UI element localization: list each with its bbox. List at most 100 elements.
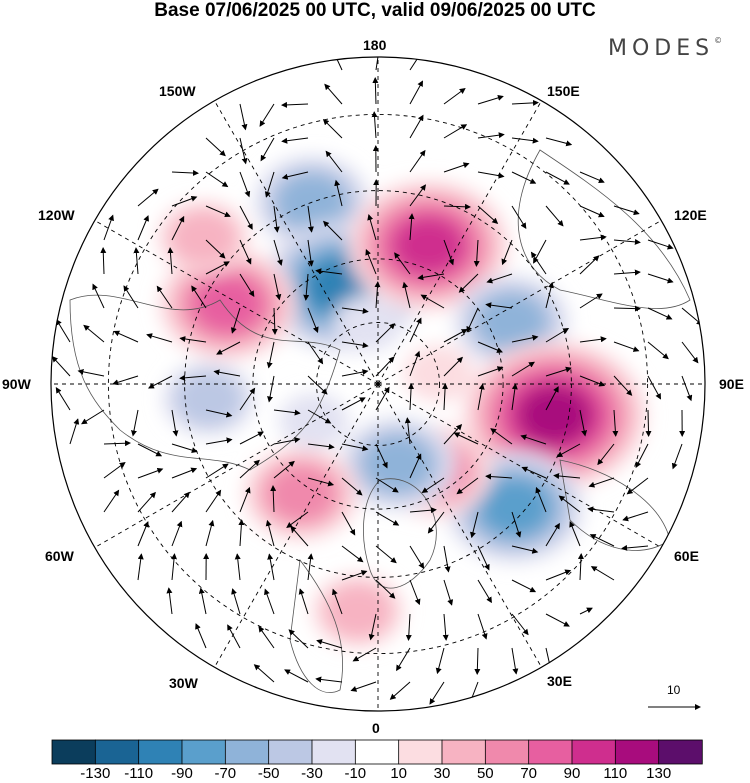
wind-arrow (148, 375, 173, 389)
wind-arrow (137, 521, 149, 547)
wind-arrow (421, 477, 445, 494)
wind-arrow (341, 341, 369, 349)
wind-arrow (545, 281, 554, 309)
wind-arrow (205, 205, 231, 218)
wind-vectors (51, 57, 703, 708)
wind-arrow (545, 171, 570, 185)
colorbar-swatch (224, 739, 270, 765)
wind-arrow (466, 307, 479, 333)
anomaly-contour (476, 293, 547, 350)
wind-arrow (579, 293, 603, 309)
colorbar-swatch (268, 739, 313, 765)
brand-logo: MODES© (608, 36, 722, 61)
wind-arrow (341, 477, 363, 496)
wind-arrow (131, 409, 139, 437)
wind-arrow (270, 485, 277, 513)
wind-arrow (239, 431, 264, 445)
wind-arrow (404, 417, 411, 445)
wind-arrow (316, 639, 343, 649)
wind-arrow (511, 545, 539, 554)
wind-arrow (303, 273, 310, 301)
meridian-line (94, 220, 379, 385)
colorbar-tick-label: 130 (646, 765, 672, 782)
latitude-circle (316, 322, 440, 446)
wind-arrow (259, 103, 275, 127)
wind-arrow (442, 383, 449, 411)
wind-arrow (442, 613, 449, 641)
wind-arrow (389, 681, 411, 700)
wind-arrow (588, 477, 615, 488)
wind-arrow (409, 114, 424, 139)
wind-arrow (589, 534, 615, 547)
anomaly-contour (332, 295, 402, 352)
wind-arrow (443, 203, 471, 210)
wind-arrow (635, 443, 649, 468)
wind-arrow (458, 273, 479, 293)
wind-arrow (267, 553, 275, 581)
wind-arrow (239, 171, 251, 198)
wind-arrow (409, 184, 426, 207)
wind-arrow (205, 519, 215, 547)
colorbar-swatch (528, 739, 573, 765)
wind-arrow (409, 507, 437, 514)
wind-arrow (238, 519, 245, 547)
wind-arrow (103, 462, 126, 479)
wind-arrow (409, 149, 426, 173)
wind-arrow (394, 252, 411, 275)
lon-label-150w: 150W (159, 83, 196, 99)
wind-arrow (443, 356, 464, 377)
wind-arrow (558, 495, 581, 513)
anomaly-contour (323, 582, 393, 640)
wind-arrow (137, 215, 149, 241)
wind-arrow (171, 215, 185, 241)
wind-arrow (545, 569, 572, 581)
wind-arrow (69, 418, 80, 445)
wind-arrow (612, 409, 619, 437)
wind-arrow (613, 305, 641, 312)
wind-arrow (597, 443, 615, 466)
wind-arrow (239, 103, 248, 131)
wind-arrow (545, 386, 559, 411)
wind-arrow (443, 329, 468, 343)
wind-arrow (553, 472, 581, 479)
colorbar-tick-label: -30 (301, 765, 323, 782)
wind-arrow (100, 247, 107, 275)
wind-arrow (273, 437, 301, 445)
wind-arrow (286, 511, 309, 528)
colorbar-tick-label: -50 (257, 765, 280, 782)
wind-arrow (352, 647, 377, 662)
wind-arrow (171, 553, 178, 581)
wind-arrow (556, 443, 581, 458)
wind-arrow (55, 318, 71, 343)
wind-arrow (429, 681, 445, 705)
wind-arrow (137, 467, 164, 479)
wind-arrow (92, 283, 105, 309)
wind-arrow (239, 387, 256, 411)
anomaly-contour (480, 479, 550, 536)
wind-arrow (334, 179, 343, 207)
wind-arrow (626, 477, 649, 495)
wind-arrow (613, 269, 641, 276)
anomaly-contour (193, 276, 263, 333)
wind-arrow (477, 171, 505, 179)
wind-arrow (146, 333, 173, 343)
wind-arrow (473, 239, 480, 267)
wind-arrow (374, 281, 381, 309)
wind-arrow (205, 137, 226, 157)
anomaly-field (157, 155, 647, 649)
wind-arrow (409, 350, 421, 377)
wind-arrow (402, 281, 411, 309)
colorbar-tick-label: 10 (390, 765, 408, 782)
wind-arrow (371, 111, 378, 139)
wind-arrow (307, 205, 314, 233)
wind-arrow (613, 375, 633, 396)
graticule (51, 57, 705, 711)
wind-arrow (205, 261, 230, 275)
wind-arrow (179, 336, 207, 343)
wind-arrow (579, 607, 593, 615)
meridian-line (94, 383, 379, 548)
meridian-line (214, 383, 379, 668)
wind-arrow (408, 213, 415, 241)
wind-arrow (671, 443, 683, 470)
wind-arrow (216, 341, 241, 355)
